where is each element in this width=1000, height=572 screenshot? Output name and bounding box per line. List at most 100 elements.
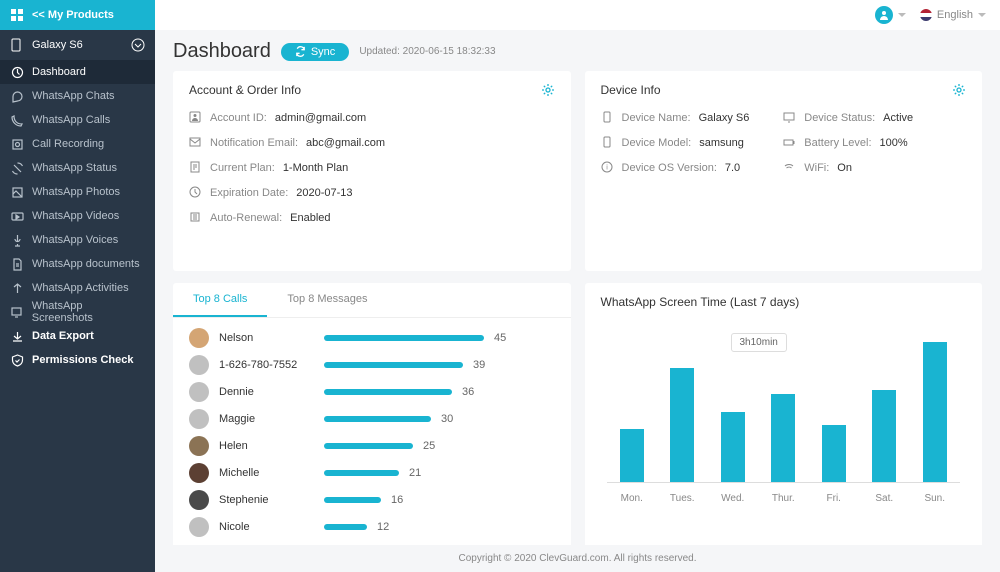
call-bar: [324, 389, 452, 395]
nav-icon: [10, 185, 24, 199]
call-row: Michelle21: [189, 463, 555, 483]
svg-text:i: i: [606, 165, 608, 172]
chart-bar[interactable]: [859, 390, 910, 482]
sidebar-item-whatsapp-videos[interactable]: WhatsApp Videos: [0, 204, 155, 228]
info-value: 2020-07-13: [296, 187, 352, 199]
sidebar-item-whatsapp-voices[interactable]: WhatsApp Voices: [0, 228, 155, 252]
info-icon: [189, 111, 202, 124]
info-value: 100%: [880, 137, 908, 149]
sidebar-item-whatsapp-documents[interactable]: WhatsApp documents: [0, 252, 155, 276]
call-value: 30: [441, 413, 453, 425]
info-label: WiFi:: [804, 162, 829, 174]
call-bar: [324, 362, 463, 368]
info-label: Auto-Renewal:: [210, 212, 282, 224]
gear-icon[interactable]: [541, 83, 555, 97]
chart-day-label: Mon.: [607, 493, 658, 504]
chart-bar[interactable]: [910, 342, 961, 482]
info-value: Active: [883, 112, 913, 124]
chart-day-label: Wed.: [708, 493, 759, 504]
sync-button[interactable]: Sync: [281, 43, 349, 61]
sidebar-item-whatsapp-screenshots[interactable]: WhatsApp Screenshots: [0, 300, 155, 324]
info-icon: [601, 136, 614, 149]
nav-icon: [10, 233, 24, 247]
sidebar-item-label: Dashboard: [32, 66, 86, 78]
call-bar: [324, 470, 399, 476]
info-label: Device Model:: [622, 137, 692, 149]
sidebar-item-dashboard[interactable]: Dashboard: [0, 60, 155, 84]
chart-bar[interactable]: [708, 412, 759, 482]
info-label: Current Plan:: [210, 162, 275, 174]
avatar: [189, 355, 209, 375]
nav-icon: [10, 257, 24, 271]
call-bar: [324, 335, 484, 341]
language-selector[interactable]: English: [920, 9, 986, 21]
bar: [620, 429, 644, 482]
my-products-label: << My Products: [32, 9, 114, 21]
chart-bar[interactable]: [758, 394, 809, 482]
tab-top-8-calls[interactable]: Top 8 Calls: [173, 283, 267, 317]
nav-icon: [10, 305, 24, 319]
chart-day-label: Fri.: [809, 493, 860, 504]
chart-bar[interactable]: [657, 368, 708, 482]
info-icon: [189, 186, 202, 199]
call-value: 39: [473, 359, 485, 371]
info-label: Expiration Date:: [210, 187, 288, 199]
page-title: Dashboard: [173, 40, 271, 63]
info-value: Enabled: [290, 212, 330, 224]
call-row: Nelson45: [189, 328, 555, 348]
chart-bar[interactable]: [607, 429, 658, 482]
my-products-link[interactable]: << My Products: [0, 0, 155, 30]
footer: Copyright © 2020 ClevGuard.com. All righ…: [155, 545, 1000, 572]
call-row: Stephenie16: [189, 490, 555, 510]
info-label: Notification Email:: [210, 137, 298, 149]
info-label: Battery Level:: [804, 137, 871, 149]
bar: [923, 342, 947, 482]
sidebar-item-label: WhatsApp documents: [32, 258, 140, 270]
call-name: Helen: [219, 440, 314, 452]
call-name: Nelson: [219, 332, 314, 344]
sidebar-item-call-recording[interactable]: Call Recording: [0, 132, 155, 156]
account-info-row: Account ID: admin@gmail.com: [189, 111, 555, 124]
flag-icon: [920, 9, 932, 21]
nav-icon: [10, 329, 24, 343]
info-icon: [189, 211, 202, 224]
sidebar-item-label: WhatsApp Screenshots: [32, 300, 145, 324]
info-value: admin@gmail.com: [275, 112, 366, 124]
chart-bar[interactable]: [809, 425, 860, 482]
sidebar-item-data-export[interactable]: Data Export: [0, 324, 155, 348]
sidebar-item-label: WhatsApp Calls: [32, 114, 110, 126]
info-value: Galaxy S6: [699, 112, 750, 124]
nav-icon: [10, 209, 24, 223]
sidebar-nav: Dashboard WhatsApp Chats WhatsApp Calls Cal…: [0, 60, 155, 572]
sidebar-item-whatsapp-status[interactable]: WhatsApp Status: [0, 156, 155, 180]
chart-day-label: Sat.: [859, 493, 910, 504]
sidebar-item-whatsapp-chats[interactable]: WhatsApp Chats: [0, 84, 155, 108]
sidebar-item-label: Data Export: [32, 330, 94, 342]
nav-icon: [10, 281, 24, 295]
info-icon: [783, 161, 796, 174]
main: English Dashboard Sync Updated: 2020-06-…: [155, 0, 1000, 572]
chart-day-label: Tues.: [657, 493, 708, 504]
sidebar-item-whatsapp-photos[interactable]: WhatsApp Photos: [0, 180, 155, 204]
gear-icon[interactable]: [952, 83, 966, 97]
avatar: [189, 517, 209, 537]
call-row: Helen25: [189, 436, 555, 456]
bar: [872, 390, 896, 482]
call-row: Maggie30: [189, 409, 555, 429]
top-calls-card: Top 8 CallsTop 8 Messages Nelson451-626-…: [173, 283, 571, 545]
device-selector[interactable]: Galaxy S6: [0, 30, 155, 60]
chart-day-label: Sun.: [910, 493, 961, 504]
info-icon: [189, 161, 202, 174]
device-card: Device Info Device Name: Galaxy S6Device…: [585, 71, 983, 271]
screen-time-title: WhatsApp Screen Time (Last 7 days): [601, 295, 967, 309]
sidebar-item-whatsapp-calls[interactable]: WhatsApp Calls: [0, 108, 155, 132]
sidebar-item-permissions-check[interactable]: Permissions Check: [0, 348, 155, 372]
user-menu[interactable]: [875, 6, 906, 24]
language-label: English: [937, 9, 973, 21]
device-card-title: Device Info: [601, 83, 661, 97]
tab-top-8-messages[interactable]: Top 8 Messages: [267, 283, 387, 317]
info-value: abc@gmail.com: [306, 137, 385, 149]
sidebar-item-whatsapp-activities[interactable]: WhatsApp Activities: [0, 276, 155, 300]
info-value: samsung: [699, 137, 744, 149]
screen-time-chart: 3h10min Mon.Tues.Wed.Thur.Fri.Sat.Sun.: [601, 313, 967, 493]
